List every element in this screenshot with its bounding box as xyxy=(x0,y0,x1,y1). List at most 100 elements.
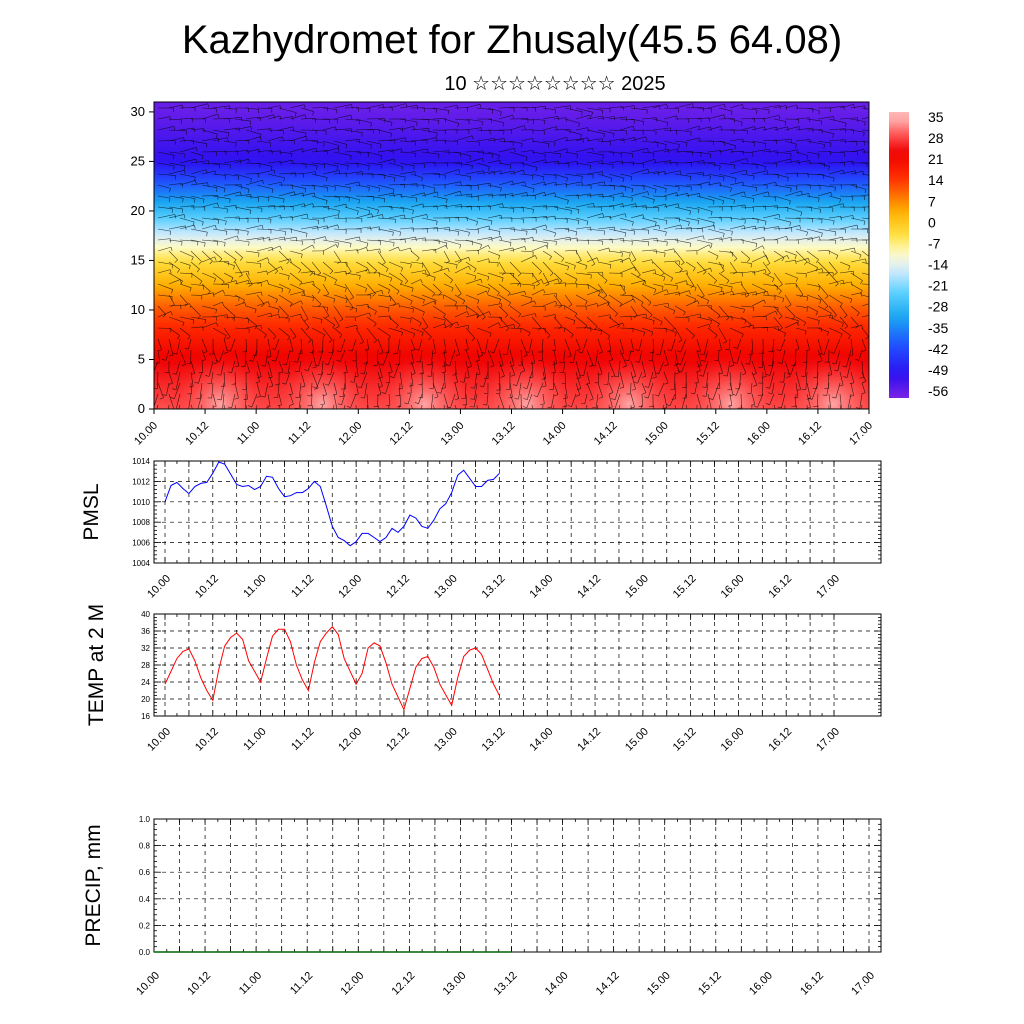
ytick-label: 1008 xyxy=(132,518,150,527)
colorbar-label: 21 xyxy=(928,151,944,167)
tick-marks xyxy=(153,818,881,953)
y-axis-label: PMSL xyxy=(80,483,103,540)
ytick-label: 0.8 xyxy=(139,842,151,851)
warm-spot xyxy=(778,349,869,409)
heatmap-ytick-label: 0 xyxy=(138,401,145,416)
xtick-label: 16.12 xyxy=(766,726,794,754)
heatmap-xtick-label: 16.00 xyxy=(745,420,773,448)
xtick-label: 16.00 xyxy=(719,573,747,601)
colorbar-label: 0 xyxy=(928,214,936,230)
heatmap-xtick-label: 11.00 xyxy=(235,420,262,447)
ytick-label: 1006 xyxy=(132,539,150,548)
y-axis-label: PRECIP, mm xyxy=(82,824,105,946)
wind-barbs xyxy=(154,103,869,409)
colorbar-label: -42 xyxy=(928,341,948,357)
heatmap-field xyxy=(154,102,869,409)
ytick-label: 1.0 xyxy=(139,815,151,824)
ytick-label: 1014 xyxy=(132,457,150,466)
ytick-label: 24 xyxy=(141,678,150,687)
xtick-label: 13.12 xyxy=(480,726,508,754)
colorbar-label: 14 xyxy=(928,172,944,188)
heatmap-ytick-label: 10 xyxy=(131,302,145,317)
heatmap-xtick-label: 10.00 xyxy=(132,420,160,448)
xtick-label: 10.00 xyxy=(145,573,173,601)
panel-frame xyxy=(153,460,882,564)
ytick-label: 32 xyxy=(141,644,150,653)
heatmap-xtick-label: 17.00 xyxy=(847,420,875,448)
tick-marks xyxy=(154,613,881,717)
xtick-label: 12.12 xyxy=(384,726,412,754)
heatmap-xtick-label: 14.12 xyxy=(592,420,620,448)
heatmap-xtick-label: 12.12 xyxy=(388,420,416,448)
xtick-label: 15.12 xyxy=(671,573,699,601)
xtick-label: 11.00 xyxy=(237,970,264,997)
ytick-label: 36 xyxy=(141,627,150,636)
ytick-label: 40 xyxy=(141,610,150,619)
xtick-label: 14.12 xyxy=(594,970,622,998)
xtick-label: 12.00 xyxy=(336,726,364,754)
tick-marks xyxy=(154,460,881,564)
chart-title: Kazhydromet for Zhusaly(45.5 64.08) xyxy=(181,18,843,62)
xtick-label: 10.12 xyxy=(193,726,221,754)
heatmap-xtick-label: 13.12 xyxy=(490,420,518,448)
grid xyxy=(154,460,881,564)
xtick-label: 14.00 xyxy=(527,573,555,601)
ytick-label: 16 xyxy=(141,712,150,721)
xtick-label: 15.00 xyxy=(645,970,673,998)
xtick-label: 17.00 xyxy=(849,970,877,998)
ytick-label: 0.2 xyxy=(139,921,151,930)
colorbar-label: -14 xyxy=(928,257,948,273)
heatmap-xtick-label: 11.12 xyxy=(286,420,313,447)
heatmap-ytick-label: 20 xyxy=(131,203,145,218)
panel-frame xyxy=(153,818,882,953)
xtick-label: 16.00 xyxy=(747,970,775,998)
xtick-label: 15.00 xyxy=(623,573,651,601)
xtick-label: 11.12 xyxy=(289,573,316,600)
xtick-label: 11.00 xyxy=(241,573,268,600)
xtick-label: 16.12 xyxy=(798,970,826,998)
colorbar-label: 35 xyxy=(928,109,944,125)
warm-spot xyxy=(267,349,378,409)
heatmap-ytick-label: 30 xyxy=(131,104,145,119)
y-axis-label: TEMP at 2 M xyxy=(85,604,108,726)
ytick-label: 20 xyxy=(141,695,150,704)
xtick-label: 11.00 xyxy=(241,726,268,753)
ytick-label: 0.0 xyxy=(139,948,151,957)
ytick-label: 0.4 xyxy=(139,895,151,904)
heatmap-xtick-label: 15.12 xyxy=(694,420,722,448)
colorbar-label: -35 xyxy=(928,320,948,336)
xtick-label: 11.12 xyxy=(288,970,315,997)
series-line xyxy=(164,626,500,712)
xtick-label: 17.00 xyxy=(814,573,842,601)
pmsl-panel: 1004 1006 1008 1010 1012 1014 PMSL 10.00 10.12 11… xyxy=(80,457,882,601)
xtick-label: 15.12 xyxy=(696,970,724,998)
ytick-label: 28 xyxy=(141,661,150,670)
colorbar-label: 28 xyxy=(928,130,944,146)
xtick-label: 13.12 xyxy=(492,970,520,998)
xtick-label: 13.00 xyxy=(432,573,460,601)
colorbar-fill xyxy=(889,112,909,398)
warm-spot xyxy=(369,349,480,409)
temperature-heatmap-panel: 0 5 10 15 20 25 30 10.00 10.12 11.00 11.12 12.00 12.… xyxy=(131,101,875,448)
colorbar-label: -21 xyxy=(928,278,948,294)
xtick-label: 12.12 xyxy=(390,970,418,998)
temp-2m-panel: 16 20 24 28 32 36 40 TEMP at 2 M 10.00 10.12 11.00… xyxy=(85,604,882,754)
xtick-label: 15.00 xyxy=(623,726,651,754)
heatmap-xtick-label: 13.00 xyxy=(439,420,467,448)
xtick-label: 13.00 xyxy=(441,970,469,998)
heatmap-ytick-label: 25 xyxy=(131,153,145,168)
xtick-label: 14.12 xyxy=(575,573,603,601)
xtick-label: 14.00 xyxy=(527,726,555,754)
ytick-label: 1010 xyxy=(132,498,150,507)
colorbar-label: 7 xyxy=(928,193,936,209)
heatmap-xtick-label: 10.12 xyxy=(183,420,211,448)
xtick-label: 17.00 xyxy=(814,726,842,754)
xtick-label: 12.00 xyxy=(336,573,364,601)
ytick-label: 1004 xyxy=(132,559,150,568)
xtick-label: 16.12 xyxy=(766,573,794,601)
series-line xyxy=(164,461,500,547)
heatmap-xtick-label: 14.00 xyxy=(541,420,569,448)
colorbar-label: -56 xyxy=(928,383,948,399)
grid xyxy=(153,818,881,953)
